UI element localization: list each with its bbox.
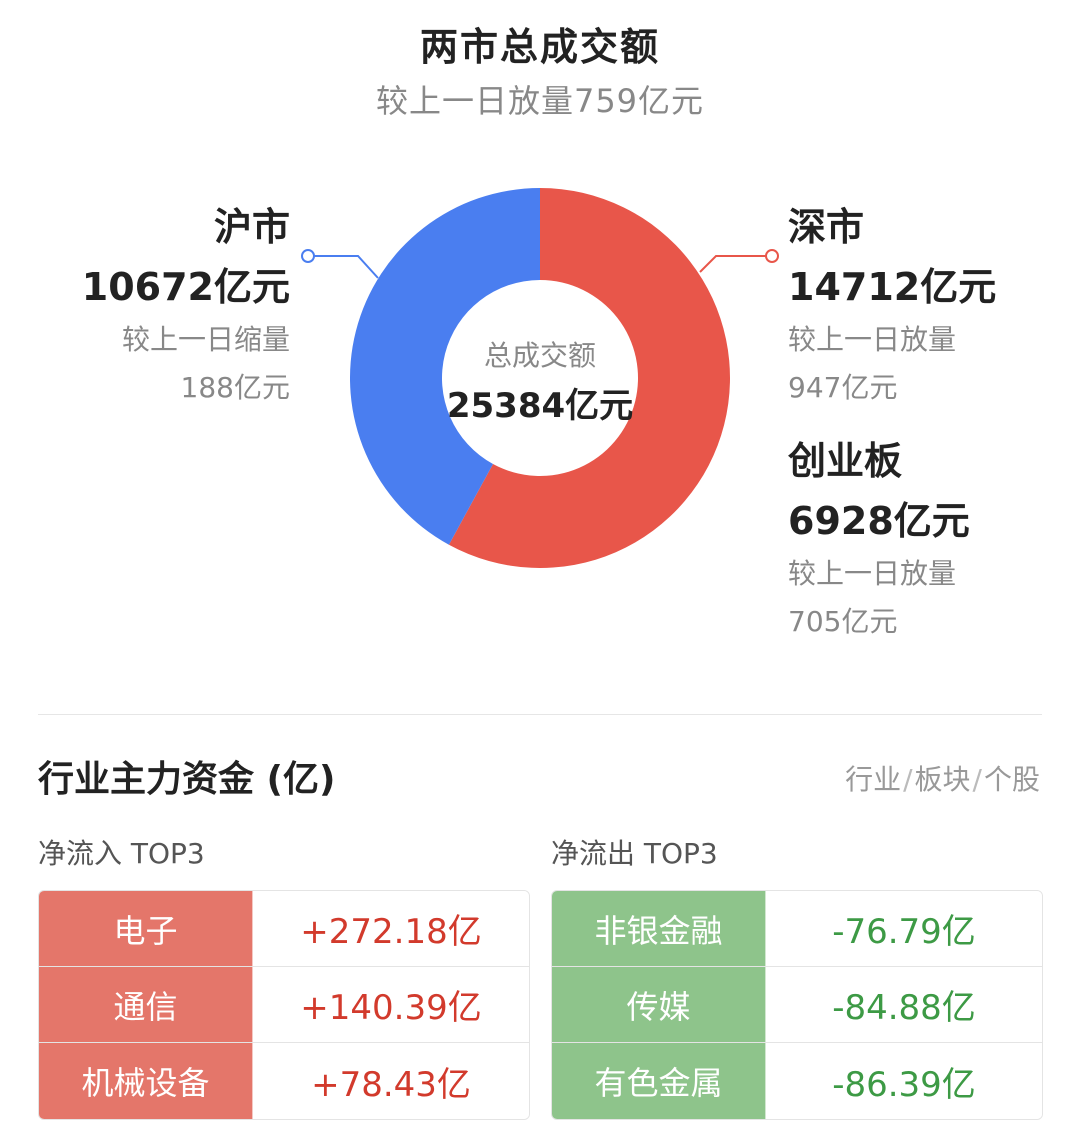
shanghai-market-diff: 188亿元 <box>180 371 290 404</box>
section-divider <box>38 714 1042 715</box>
outflow-value: -76.79亿 <box>766 891 1042 966</box>
fund-section-title: 行业主力资金 (亿) <box>38 759 336 800</box>
shenzhen-market-name: 深市 <box>788 205 865 249</box>
outflow-table: 非银金融 -76.79亿 传媒 -84.88亿 有色金属 -86.39亿 <box>551 890 1043 1120</box>
inflow-table: 电子 +272.18亿 通信 +140.39亿 机械设备 +78.43亿 <box>38 890 530 1120</box>
chinext-market-value: 6928亿元 <box>788 499 970 543</box>
shanghai-market-value: 10672亿元 <box>81 265 290 309</box>
table-row[interactable]: 通信 +140.39亿 <box>39 967 529 1043</box>
table-row[interactable]: 非银金融 -76.79亿 <box>552 891 1042 967</box>
shenzhen-market-value: 14712亿元 <box>788 265 997 309</box>
table-row[interactable]: 电子 +272.18亿 <box>39 891 529 967</box>
industry-name: 电子 <box>39 891 253 966</box>
industry-name: 机械设备 <box>39 1043 253 1119</box>
industry-name: 非银金融 <box>552 891 766 966</box>
shenzhen-segment <box>448 188 730 568</box>
inflow-value: +78.43亿 <box>253 1043 529 1119</box>
donut-center-label: 总成交额 <box>483 339 596 372</box>
inflow-value: +140.39亿 <box>253 967 529 1042</box>
shenzhen-market-diff: 947亿元 <box>788 371 898 404</box>
tab-sector[interactable]: 板块 <box>914 763 971 796</box>
inflow-title: 净流入 TOP3 <box>38 837 205 870</box>
industry-name: 通信 <box>39 967 253 1042</box>
fund-tabs: 行业/板块/个股 <box>845 758 1040 798</box>
table-row[interactable]: 传媒 -84.88亿 <box>552 967 1042 1043</box>
table-row[interactable]: 有色金属 -86.39亿 <box>552 1043 1042 1119</box>
shanghai-leader-dot <box>301 249 315 263</box>
chinext-market-note: 较上一日放量 <box>788 557 957 590</box>
industry-name: 有色金属 <box>552 1043 766 1119</box>
page-title: 两市总成交额 <box>419 25 660 69</box>
shanghai-market-note: 较上一日缩量 <box>121 323 290 356</box>
turnover-donut-chart <box>350 188 730 568</box>
tab-industry[interactable]: 行业 <box>845 763 902 796</box>
tab-separator: / <box>903 763 913 796</box>
donut-center-value: 25384亿元 <box>446 386 634 426</box>
tab-separator: / <box>972 763 982 796</box>
chinext-market-name: 创业板 <box>788 439 903 483</box>
outflow-value: -84.88亿 <box>766 967 1042 1042</box>
shenzhen-market-note: 较上一日放量 <box>788 323 957 356</box>
outflow-title: 净流出 TOP3 <box>551 837 718 870</box>
shanghai-segment <box>350 188 540 545</box>
shanghai-market-name: 沪市 <box>213 205 290 249</box>
shenzhen-leader-dot <box>765 249 779 263</box>
industry-name: 传媒 <box>552 967 766 1042</box>
table-row[interactable]: 机械设备 +78.43亿 <box>39 1043 529 1119</box>
chinext-market-diff: 705亿元 <box>788 605 898 638</box>
inflow-value: +272.18亿 <box>253 891 529 966</box>
page-subtitle: 较上一日放量759亿元 <box>375 82 705 120</box>
tab-stock[interactable]: 个股 <box>983 763 1040 796</box>
outflow-value: -86.39亿 <box>766 1043 1042 1119</box>
